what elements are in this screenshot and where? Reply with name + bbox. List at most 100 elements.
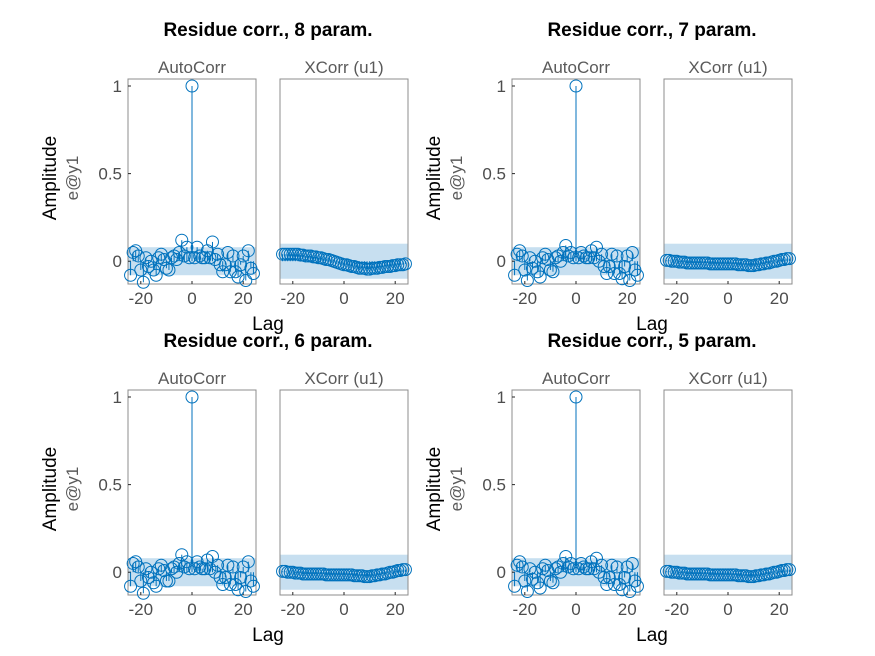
data-point — [365, 261, 379, 275]
data-point — [368, 261, 382, 275]
data-point — [675, 566, 689, 580]
x-tick-label: -20 — [665, 600, 690, 619]
panel-autocorr: AutoCorr -20 0 20 0 0.5 1 — [98, 369, 260, 619]
x-tick-label: 0 — [187, 600, 196, 619]
x-axis-label: Lag — [252, 314, 284, 335]
data-point — [226, 249, 240, 263]
data-point — [375, 567, 389, 581]
y-tick-label: 0 — [497, 563, 506, 582]
data-point — [693, 256, 707, 270]
data-point — [541, 252, 555, 266]
data-point — [605, 247, 619, 261]
data-point — [350, 569, 364, 583]
data-point — [208, 565, 222, 579]
data-point — [625, 245, 639, 259]
data-point — [508, 268, 522, 282]
data-point — [510, 558, 524, 572]
panel-autocorr: AutoCorr -20 0 20 0 0.5 1 — [98, 58, 260, 308]
y-tick-label: 1 — [113, 388, 122, 407]
data-point — [299, 249, 313, 263]
channel-label: e@y1 — [63, 467, 82, 512]
data-point — [175, 548, 189, 562]
x-tick-label: 20 — [770, 289, 789, 308]
data-point — [736, 569, 750, 583]
x-tick-label: 20 — [770, 600, 789, 619]
data-point — [595, 558, 609, 572]
x-tick-label: -20 — [665, 289, 690, 308]
y-tick-label: 0 — [113, 252, 122, 271]
data-point — [177, 249, 191, 263]
data-point — [396, 563, 410, 577]
data-point — [708, 257, 722, 271]
panel-autocorr: AutoCorr -20 0 20 0 0.5 1 — [482, 58, 644, 308]
data-point — [734, 569, 748, 583]
data-point — [721, 257, 735, 271]
data-point — [198, 251, 212, 265]
data-point — [600, 266, 614, 280]
data-point — [741, 259, 755, 273]
data-point — [592, 254, 606, 268]
data-point — [221, 558, 235, 572]
data-point — [311, 251, 325, 265]
panel-title: XCorr (u1) — [304, 369, 383, 388]
chart-title: Residue corr., 6 param. — [163, 331, 372, 352]
data-point — [744, 259, 758, 273]
data-point — [144, 254, 158, 268]
data-point — [660, 253, 674, 267]
data-point — [605, 558, 619, 572]
data-point — [170, 252, 184, 266]
panel-xcorr: XCorr (u1) -20 0 20 — [660, 369, 796, 619]
y-tick-label: 0 — [113, 563, 122, 582]
channel-label: e@y1 — [447, 156, 466, 201]
x-tick-label: 20 — [234, 600, 253, 619]
data-point — [203, 251, 217, 265]
y-tick-label: 0.5 — [98, 476, 122, 495]
chart-title: Residue corr., 5 param. — [547, 331, 756, 352]
y-tick-label: 0.5 — [482, 165, 506, 184]
data-point — [515, 249, 529, 263]
data-point — [281, 565, 295, 579]
data-point — [579, 562, 593, 576]
y-tick-label: 0.5 — [482, 476, 506, 495]
data-point — [288, 566, 302, 580]
data-point — [205, 235, 219, 249]
data-point — [386, 259, 400, 273]
data-point — [600, 577, 614, 591]
data-point — [218, 258, 232, 272]
x-tick-label: -20 — [129, 289, 154, 308]
y-tick-label: 1 — [497, 77, 506, 96]
data-point — [749, 258, 763, 272]
data-point — [283, 565, 297, 579]
data-point — [157, 563, 171, 577]
data-point — [520, 584, 534, 598]
chart-2: Residue corr., 7 param. Amplitude e@y1 Lag A… — [424, 20, 796, 335]
x-tick-label: 0 — [571, 289, 580, 308]
data-point — [569, 79, 583, 93]
data-point — [713, 257, 727, 271]
data-point — [276, 564, 290, 578]
data-point — [665, 254, 679, 268]
data-point — [726, 568, 740, 582]
x-tick-label: 0 — [187, 289, 196, 308]
data-point — [708, 568, 722, 582]
panel-title: XCorr (u1) — [688, 369, 767, 388]
data-point — [767, 254, 781, 268]
x-tick-label: 20 — [618, 600, 637, 619]
data-point — [291, 566, 305, 580]
y-tick-label: 0 — [497, 252, 506, 271]
data-point — [162, 263, 176, 277]
data-point — [211, 558, 225, 572]
data-point — [546, 265, 560, 279]
data-point — [716, 257, 730, 271]
data-point — [559, 238, 573, 252]
chart-4: Residue corr., 5 param. Amplitude e@y1 Lag A… — [424, 331, 796, 646]
data-point — [231, 270, 245, 284]
x-axis-label: Lag — [636, 625, 668, 646]
data-point — [775, 563, 789, 577]
data-point — [592, 565, 606, 579]
data-point — [241, 244, 255, 258]
data-point — [340, 568, 354, 582]
data-point — [246, 266, 260, 280]
y-axis-label: Amplitude — [424, 447, 445, 532]
data-point — [124, 579, 138, 593]
